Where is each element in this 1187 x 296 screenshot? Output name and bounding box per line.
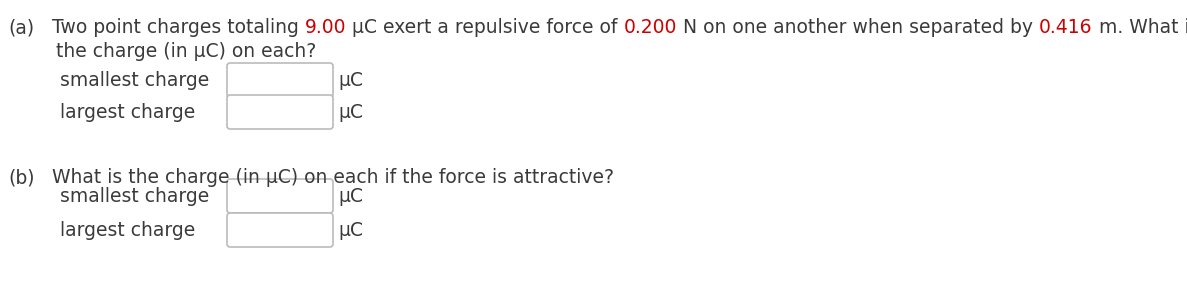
Text: the charge (in μC) on each?: the charge (in μC) on each? <box>8 42 316 61</box>
Text: largest charge: largest charge <box>61 221 195 239</box>
Text: μC: μC <box>338 70 363 89</box>
Text: largest charge: largest charge <box>61 102 195 121</box>
Text: m. What is: m. What is <box>1093 18 1187 37</box>
Text: N on one another when separated by: N on one another when separated by <box>678 18 1040 37</box>
Text: smallest charge: smallest charge <box>61 70 209 89</box>
Text: μC exert a repulsive force of: μC exert a repulsive force of <box>347 18 624 37</box>
Text: (b): (b) <box>8 168 34 187</box>
Text: 0.416: 0.416 <box>1040 18 1093 37</box>
Text: 9.00: 9.00 <box>305 18 347 37</box>
Text: smallest charge: smallest charge <box>61 186 209 205</box>
FancyBboxPatch shape <box>227 213 334 247</box>
FancyBboxPatch shape <box>227 179 334 213</box>
Text: (a): (a) <box>8 18 34 37</box>
Text: μC: μC <box>338 221 363 239</box>
FancyBboxPatch shape <box>227 63 334 97</box>
Text: μC: μC <box>338 102 363 121</box>
FancyBboxPatch shape <box>227 95 334 129</box>
Text: Two point charges totaling: Two point charges totaling <box>34 18 305 37</box>
Text: μC: μC <box>338 186 363 205</box>
Text: What is the charge (in μC) on each if the force is attractive?: What is the charge (in μC) on each if th… <box>34 168 615 187</box>
Text: 0.200: 0.200 <box>624 18 678 37</box>
